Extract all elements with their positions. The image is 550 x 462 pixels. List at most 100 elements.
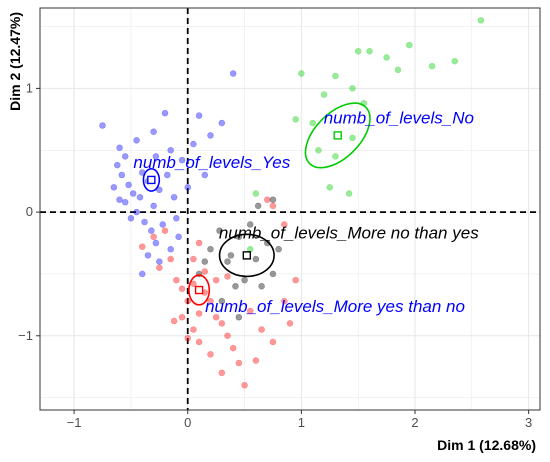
confidence-ellipses [142, 102, 371, 306]
point-yes [127, 214, 135, 222]
point-more_yes [281, 221, 288, 228]
point-more_no [201, 258, 209, 265]
point-more_yes [138, 243, 146, 251]
point-no [349, 134, 356, 142]
point-more_yes [212, 313, 220, 321]
category-label-more_no: numb_of_levels_More no than yes [219, 223, 479, 242]
reference-lines [40, 8, 540, 410]
category-label-yes: numb_of_levels_Yes [133, 153, 290, 172]
x-tick-label: 1 [298, 415, 305, 430]
point-yes [133, 137, 140, 144]
point-more_yes [173, 276, 180, 284]
point-more_yes [269, 338, 277, 346]
point-no [451, 57, 459, 65]
point-more_yes [218, 369, 226, 377]
point-yes [218, 119, 226, 127]
point-more_yes [207, 351, 214, 358]
y-axis-title: Dim 2 (12.47%) [7, 12, 23, 111]
point-more_no [216, 227, 223, 234]
point-more_no [246, 221, 254, 228]
point-more_yes [292, 276, 299, 284]
y-tick-label: 0 [26, 204, 33, 219]
point-yes [116, 144, 123, 152]
point-no [354, 47, 362, 55]
point-yes [133, 208, 140, 216]
ellipse-more_yes [188, 274, 211, 306]
point-more_yes [224, 273, 231, 280]
point-more_yes [184, 334, 192, 342]
point-more_no [269, 196, 277, 204]
point-yes [201, 171, 209, 179]
point-yes [190, 140, 197, 148]
x-tick-label: −1 [67, 415, 82, 430]
ellipse-more_no [218, 233, 275, 278]
point-more_yes [150, 233, 157, 241]
point-more_yes [156, 264, 163, 272]
point-yes [150, 202, 157, 210]
point-more_no [275, 245, 282, 253]
point-yes [118, 171, 126, 179]
point-no [345, 190, 353, 197]
point-yes [170, 193, 178, 201]
point-more_no [227, 252, 235, 259]
point-more_yes [229, 344, 237, 352]
point-no [349, 85, 356, 92]
point-more_no [232, 283, 239, 290]
point-more_yes [258, 326, 265, 333]
point-yes [150, 128, 157, 135]
ellipse-no [304, 102, 371, 169]
point-more_yes [218, 320, 226, 327]
point-no [320, 91, 328, 98]
point-more_yes [281, 297, 288, 305]
point-no [394, 66, 402, 74]
point-no [315, 146, 322, 154]
point-more_yes [190, 255, 197, 263]
point-yes [161, 109, 169, 117]
point-more_yes [207, 297, 214, 305]
panel-border [39, 7, 541, 411]
point-more_no [241, 276, 248, 284]
point-more_no [263, 239, 271, 247]
point-yes [141, 218, 148, 226]
point-yes [125, 181, 132, 189]
point-more_yes [263, 196, 271, 204]
point-yes [163, 171, 171, 179]
point-yes [175, 233, 182, 241]
point-more_yes [170, 317, 178, 325]
point-yes [173, 214, 180, 222]
point-no [332, 72, 339, 80]
data-points [99, 17, 485, 389]
point-yes [156, 186, 163, 194]
point-yes [113, 161, 121, 169]
point-yes [136, 193, 144, 201]
point-more_yes [167, 255, 174, 263]
point-more_yes [235, 359, 243, 367]
point-yes [152, 239, 160, 247]
point-yes [144, 252, 152, 259]
point-yes [207, 132, 214, 139]
point-more_no [254, 202, 262, 210]
point-yes [99, 122, 106, 129]
point-yes [110, 184, 118, 191]
point-no [366, 47, 373, 55]
point-yes [152, 153, 160, 160]
category-labels: numb_of_levels_Yes numb_of_levels_No numb_… [133, 108, 479, 316]
point-more_no [207, 245, 214, 253]
centroid-no [333, 131, 342, 140]
point-no [383, 54, 390, 61]
point-more_no [269, 270, 277, 278]
point-more_yes [195, 338, 203, 346]
point-no [252, 190, 260, 197]
point-more_no [235, 313, 243, 321]
point-no [298, 70, 305, 77]
centroid-yes [147, 175, 156, 185]
point-more_yes [161, 227, 169, 234]
point-more_no [218, 297, 226, 305]
point-more_yes [201, 268, 209, 275]
point-more_yes [252, 357, 260, 364]
point-yes [116, 196, 123, 204]
axis-ticks: −1 0 1 2 3 −1 0 1 [18, 80, 532, 430]
point-more_yes [212, 276, 220, 284]
ellipse-yes [142, 168, 161, 192]
